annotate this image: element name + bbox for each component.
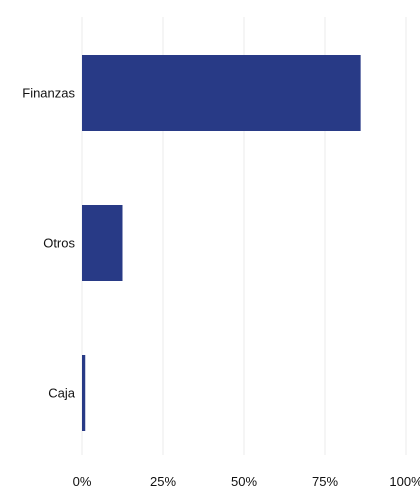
x-tick-label: 75% (312, 474, 338, 488)
x-tick-label: 100% (389, 474, 420, 488)
category-label-finanzas: Finanzas (22, 86, 75, 101)
bars (82, 55, 361, 431)
bar-finanzas (82, 55, 361, 131)
x-tick-label: 25% (150, 474, 176, 488)
category-labels: Finanzas Otros Caja (22, 86, 76, 401)
x-tick-label: 50% (231, 474, 257, 488)
x-tick-label: 0% (73, 474, 92, 488)
category-label-otros: Otros (43, 236, 75, 251)
bar-otros (82, 205, 123, 281)
bar-caja (82, 355, 86, 431)
category-label-caja: Caja (48, 386, 76, 401)
x-axis-ticks: 0% 25% 50% 75% 100% (73, 474, 420, 488)
